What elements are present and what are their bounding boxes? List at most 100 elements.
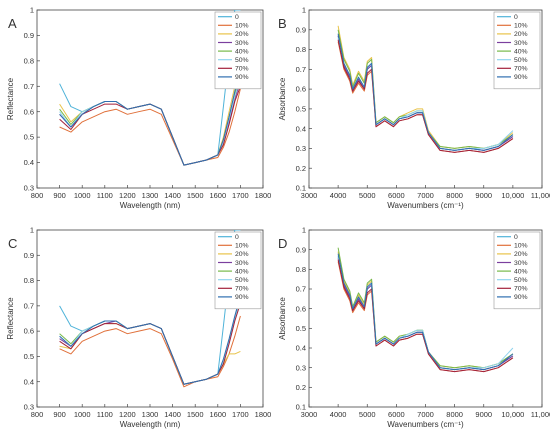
y-axis-label: Reflectance xyxy=(6,77,15,120)
x-tick-label: 1600 xyxy=(209,191,226,200)
y-tick-label: 1 xyxy=(30,226,34,235)
y-tick-label: 0.7 xyxy=(296,65,306,74)
y-tick-label: 0.8 xyxy=(296,265,306,274)
y-tick-label: 0.1 xyxy=(296,184,306,193)
y-tick-label: 0.9 xyxy=(24,31,34,40)
series-line xyxy=(337,253,514,371)
y-tick-label: 0.7 xyxy=(24,82,34,91)
y-tick-label: 0.5 xyxy=(24,133,34,142)
series-line xyxy=(337,255,514,371)
legend-entry: 90% xyxy=(235,74,249,81)
series-line xyxy=(59,75,241,166)
x-tick-label: 3000 xyxy=(301,410,318,419)
y-tick-label: 0.8 xyxy=(296,45,306,54)
y-tick-label: 0.3 xyxy=(296,363,306,372)
legend-entry: 20% xyxy=(514,31,528,38)
x-tick-label: 1700 xyxy=(232,191,249,200)
series-line xyxy=(337,41,514,153)
legend-entry: 30% xyxy=(235,40,249,47)
y-tick-label: 1 xyxy=(30,6,34,15)
x-tick-label: 1100 xyxy=(97,191,113,200)
x-tick-label: 6000 xyxy=(388,191,405,200)
y-tick-label: 0.3 xyxy=(24,403,34,412)
legend-entry: 50% xyxy=(514,57,528,64)
x-tick-label: 1300 xyxy=(142,410,159,419)
y-tick-label: 0.4 xyxy=(24,377,34,386)
panel-label: B xyxy=(278,16,287,31)
y-tick-label: 0.4 xyxy=(296,344,306,353)
x-tick-label: 1200 xyxy=(119,410,136,419)
y-tick-label: 0.3 xyxy=(296,144,306,153)
y-axis-label: Absorbance xyxy=(278,297,287,340)
x-tick-label: 1500 xyxy=(187,191,204,200)
legend-entry: 90% xyxy=(514,294,528,301)
y-tick-label: 0.6 xyxy=(296,85,306,94)
y-tick-label: 0.1 xyxy=(296,403,306,412)
y-tick-label: 0.6 xyxy=(24,327,34,336)
panel-label: A xyxy=(8,16,17,31)
series-line xyxy=(59,295,241,385)
x-tick-label: 1300 xyxy=(142,191,159,200)
legend-entry: 0 xyxy=(235,14,239,21)
legend-entry: 70% xyxy=(235,286,249,293)
series-line xyxy=(337,35,514,151)
x-tick-label: 4000 xyxy=(330,191,347,200)
x-tick-label: 1000 xyxy=(74,410,91,419)
x-tick-label: 1400 xyxy=(164,191,181,200)
x-tick-label: 10,000 xyxy=(501,191,524,200)
legend-entry: 0 xyxy=(235,234,239,241)
y-tick-label: 1 xyxy=(302,6,306,15)
y-tick-label: 0.5 xyxy=(24,352,34,361)
legend-entry: 40% xyxy=(235,268,249,275)
legend-entry: 30% xyxy=(514,40,528,47)
x-tick-label: 1700 xyxy=(232,410,249,419)
y-tick-label: 0.4 xyxy=(296,124,306,133)
series-line xyxy=(59,230,241,385)
x-tick-label: 7000 xyxy=(417,191,434,200)
y-tick-label: 0.7 xyxy=(296,285,306,294)
y-tick-label: 1 xyxy=(302,226,306,235)
y-tick-label: 0.8 xyxy=(24,56,34,65)
series-line xyxy=(59,315,241,388)
x-tick-label: 900 xyxy=(53,410,66,419)
series-line xyxy=(59,68,241,166)
series-line xyxy=(337,257,514,371)
legend-entry: 20% xyxy=(514,251,528,258)
legend-entry: 30% xyxy=(235,260,249,267)
legend-entry: 40% xyxy=(514,268,528,275)
x-tick-label: 11,000 xyxy=(531,410,550,419)
x-axis-label: Wavenumbers (cm⁻¹) xyxy=(387,201,464,210)
y-tick-label: 0.8 xyxy=(24,276,34,285)
x-tick-label: 8000 xyxy=(446,191,463,200)
x-tick-label: 1100 xyxy=(97,410,113,419)
legend-entry: 10% xyxy=(514,243,528,250)
legend: 0 10%20% 30%40% 50% 70%90% xyxy=(493,231,541,310)
series-line xyxy=(59,81,241,166)
x-tick-label: 1200 xyxy=(119,191,136,200)
series-line xyxy=(59,300,241,385)
y-tick-label: 0.9 xyxy=(296,25,306,34)
series-line xyxy=(59,70,241,166)
series-line xyxy=(59,10,241,166)
legend-entry: 70% xyxy=(235,66,249,73)
y-axis-label: Reflectance xyxy=(6,297,15,340)
y-tick-label: 0.7 xyxy=(24,301,34,310)
y-tick-label: 0.2 xyxy=(296,164,306,173)
x-tick-label: 1500 xyxy=(187,410,204,419)
x-tick-label: 9000 xyxy=(475,410,492,419)
x-tick-label: 900 xyxy=(53,191,66,200)
series-line xyxy=(59,88,241,166)
legend-entry: 10% xyxy=(235,243,249,250)
y-tick-label: 0.3 xyxy=(24,184,34,193)
series-line xyxy=(337,247,514,369)
x-tick-label: 800 xyxy=(31,410,44,419)
y-tick-label: 0.6 xyxy=(296,304,306,313)
series-line xyxy=(337,259,514,373)
x-tick-label: 1800 xyxy=(255,410,272,419)
x-axis-label: Wavenumbers (cm⁻¹) xyxy=(387,420,464,429)
legend-entry: 0 xyxy=(514,14,518,21)
series-line xyxy=(337,39,514,153)
panel-label: C xyxy=(8,236,17,251)
legend-entry: 10% xyxy=(514,23,528,30)
